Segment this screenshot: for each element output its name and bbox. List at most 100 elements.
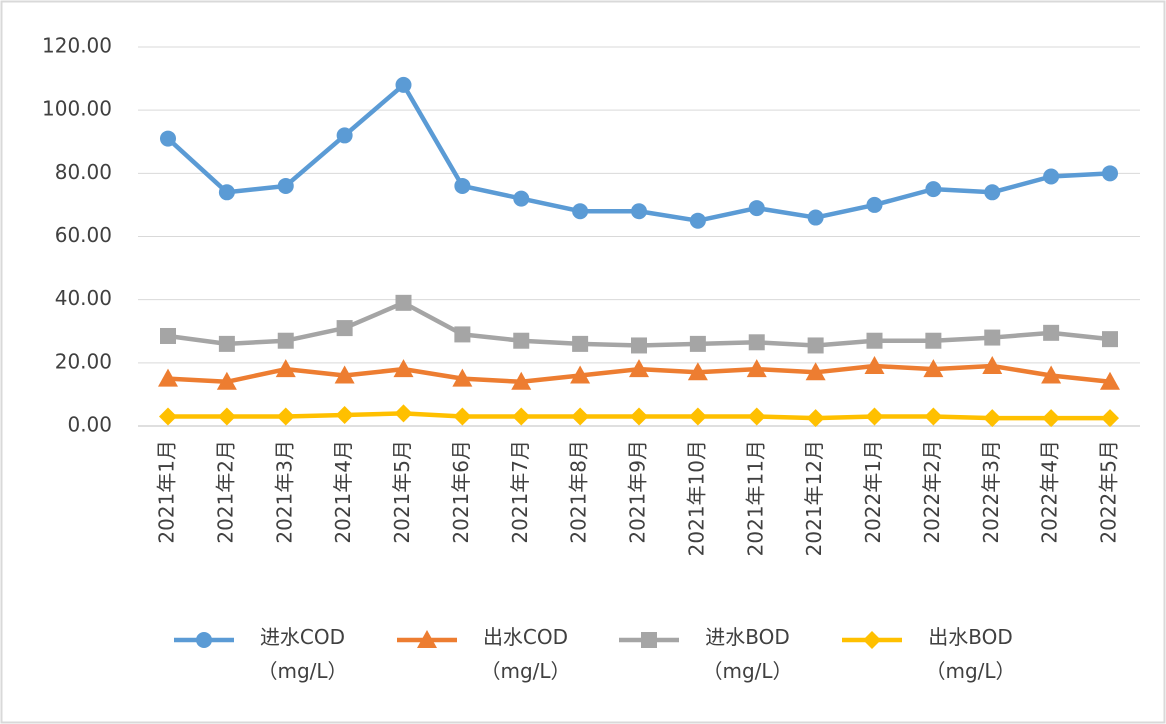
marker	[807, 337, 824, 354]
marker	[335, 405, 354, 424]
marker	[629, 359, 649, 378]
marker	[572, 335, 589, 352]
marker	[630, 407, 648, 426]
marker	[393, 359, 414, 378]
y-tick-label: 120.00	[42, 34, 112, 58]
marker	[395, 294, 412, 311]
y-tick-label: 40.00	[55, 286, 112, 310]
marker	[159, 407, 177, 426]
marker	[218, 335, 235, 352]
marker	[570, 365, 591, 384]
x-tick-label: 2021年11月	[743, 440, 767, 556]
legend-label: 出水BOD（mg/L）	[925, 625, 1016, 683]
x-tick-label: 2022年5月	[1097, 440, 1121, 544]
marker	[806, 409, 825, 428]
marker	[276, 407, 295, 426]
x-tick-label: 2021年9月	[626, 440, 650, 544]
marker	[1043, 324, 1060, 341]
marker	[196, 632, 212, 648]
marker	[394, 404, 413, 423]
marker	[689, 335, 706, 352]
series-line	[166, 82, 1111, 223]
marker	[687, 362, 708, 381]
legend-swatch	[397, 630, 457, 648]
x-tick-label: 2022年1月	[861, 440, 885, 544]
marker	[572, 203, 589, 220]
legend-label: 出水COD（mg/L）	[480, 625, 571, 683]
marker	[805, 362, 826, 381]
marker	[512, 407, 531, 426]
y-tick-label: 20.00	[55, 349, 112, 373]
x-tick-label: 2021年12月	[802, 440, 826, 556]
marker	[983, 409, 1002, 428]
marker	[807, 209, 824, 226]
marker	[336, 127, 353, 144]
marker	[1042, 409, 1061, 428]
marker	[218, 184, 235, 201]
marker	[395, 76, 412, 93]
legend-swatch	[842, 631, 902, 649]
marker	[160, 130, 176, 147]
marker	[924, 407, 943, 426]
marker	[158, 368, 178, 387]
marker	[923, 359, 944, 378]
marker	[746, 359, 767, 378]
y-tick-label: 100.00	[42, 97, 112, 121]
legend-swatch	[619, 632, 679, 648]
marker	[160, 327, 176, 344]
marker	[863, 631, 881, 649]
marker	[864, 355, 885, 374]
legend-label: 进水COD（mg/L）	[257, 625, 348, 683]
legend-swatch	[174, 632, 234, 648]
marker	[865, 407, 884, 426]
x-tick-label: 2022年2月	[920, 440, 944, 544]
marker	[216, 371, 237, 390]
marker	[748, 200, 765, 217]
marker	[866, 332, 883, 349]
marker	[275, 359, 296, 378]
marker	[747, 407, 766, 426]
marker	[641, 632, 657, 648]
x-tick-label: 2021年7月	[508, 440, 532, 544]
marker	[925, 181, 942, 198]
marker	[571, 407, 590, 426]
x-tick-label: 2021年10月	[684, 440, 708, 556]
legend: 进水COD（mg/L） 出水COD（mg/L） 进水BOD（mg/L） 出水BOD（m…	[0, 620, 1166, 710]
marker	[982, 355, 1003, 374]
marker	[631, 203, 647, 220]
marker	[1043, 168, 1060, 185]
marker	[513, 190, 530, 207]
marker	[689, 212, 706, 229]
x-tick-label: 2022年3月	[979, 440, 1003, 544]
marker	[336, 320, 353, 337]
y-tick-label: 0.00	[67, 413, 112, 437]
x-tick-label: 2021年1月	[155, 440, 179, 544]
x-tick-label: 2021年2月	[213, 440, 237, 544]
x-tick-label: 2021年6月	[449, 440, 473, 544]
marker	[1101, 409, 1119, 428]
marker	[217, 407, 236, 426]
marker	[984, 329, 1001, 346]
marker	[277, 332, 294, 349]
marker	[453, 407, 472, 426]
y-tick-label: 80.00	[55, 160, 112, 184]
marker	[688, 407, 707, 426]
x-tick-label: 2022年4月	[1038, 440, 1062, 544]
legend-entry: 进水COD（mg/L）	[172, 620, 365, 688]
marker	[925, 332, 942, 349]
marker	[1100, 371, 1120, 390]
legend-entry: 进水BOD（mg/L）	[617, 620, 810, 688]
x-tick-label: 2021年5月	[390, 440, 414, 544]
marker	[631, 337, 647, 354]
y-tick-label: 60.00	[55, 223, 112, 247]
marker	[1102, 331, 1118, 348]
x-tick-label: 2021年3月	[272, 440, 296, 544]
marker	[334, 365, 355, 384]
marker	[748, 334, 765, 351]
marker	[452, 368, 473, 387]
marker	[417, 630, 437, 648]
marker	[277, 177, 294, 194]
